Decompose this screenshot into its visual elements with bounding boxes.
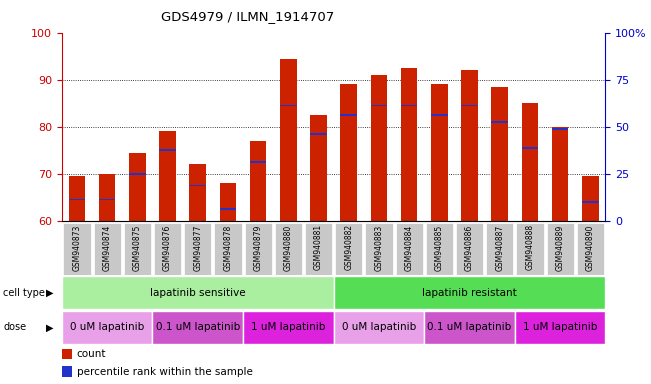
- FancyBboxPatch shape: [547, 223, 574, 275]
- Bar: [521, 147, 538, 149]
- Bar: [431, 114, 448, 116]
- Text: 0.1 uM lapatinib: 0.1 uM lapatinib: [156, 322, 240, 333]
- FancyBboxPatch shape: [456, 223, 483, 275]
- Text: ▶: ▶: [46, 288, 53, 298]
- Text: lapatinib sensitive: lapatinib sensitive: [150, 288, 245, 298]
- Text: GSM940875: GSM940875: [133, 224, 142, 271]
- FancyBboxPatch shape: [63, 223, 90, 275]
- Text: GSM940886: GSM940886: [465, 224, 474, 270]
- FancyBboxPatch shape: [424, 311, 515, 344]
- Bar: [582, 201, 599, 203]
- Bar: [521, 103, 538, 221]
- Bar: [370, 75, 387, 221]
- Text: GSM940879: GSM940879: [254, 224, 262, 271]
- Bar: [99, 174, 115, 221]
- Text: GSM940881: GSM940881: [314, 224, 323, 270]
- Bar: [68, 199, 85, 200]
- Bar: [340, 114, 357, 116]
- Text: GSM940873: GSM940873: [72, 224, 81, 271]
- Text: GSM940877: GSM940877: [193, 224, 202, 271]
- Text: lapatinib resistant: lapatinib resistant: [422, 288, 517, 298]
- Text: cell type: cell type: [3, 288, 45, 298]
- Bar: [159, 131, 176, 221]
- Text: GSM940878: GSM940878: [223, 224, 232, 270]
- FancyBboxPatch shape: [305, 223, 332, 275]
- Text: GSM940889: GSM940889: [556, 224, 564, 270]
- Text: 0.1 uM lapatinib: 0.1 uM lapatinib: [428, 322, 512, 333]
- Bar: [311, 115, 327, 221]
- FancyBboxPatch shape: [426, 223, 453, 275]
- Text: 1 uM lapatinib: 1 uM lapatinib: [251, 322, 326, 333]
- Bar: [280, 58, 297, 221]
- FancyBboxPatch shape: [154, 223, 181, 275]
- Bar: [62, 349, 72, 359]
- FancyBboxPatch shape: [245, 223, 271, 275]
- FancyBboxPatch shape: [577, 223, 604, 275]
- Text: percentile rank within the sample: percentile rank within the sample: [77, 366, 253, 377]
- Bar: [552, 128, 568, 130]
- Bar: [219, 208, 236, 210]
- Bar: [552, 127, 568, 221]
- FancyBboxPatch shape: [62, 276, 333, 309]
- FancyBboxPatch shape: [184, 223, 212, 275]
- Text: GSM940890: GSM940890: [586, 224, 595, 271]
- Bar: [219, 183, 236, 221]
- FancyBboxPatch shape: [62, 311, 152, 344]
- FancyBboxPatch shape: [516, 223, 544, 275]
- Text: GSM940884: GSM940884: [405, 224, 413, 270]
- FancyBboxPatch shape: [243, 311, 333, 344]
- Bar: [189, 164, 206, 221]
- Bar: [280, 105, 297, 106]
- Text: GDS4979 / ILMN_1914707: GDS4979 / ILMN_1914707: [161, 10, 334, 23]
- FancyBboxPatch shape: [124, 223, 151, 275]
- Bar: [311, 133, 327, 135]
- FancyBboxPatch shape: [365, 223, 393, 275]
- Bar: [340, 84, 357, 221]
- Bar: [492, 87, 508, 221]
- Text: GSM940887: GSM940887: [495, 224, 505, 270]
- Bar: [401, 68, 417, 221]
- Text: GSM940882: GSM940882: [344, 224, 353, 270]
- Text: 1 uM lapatinib: 1 uM lapatinib: [523, 322, 598, 333]
- FancyBboxPatch shape: [152, 311, 243, 344]
- Bar: [370, 105, 387, 106]
- Text: GSM940876: GSM940876: [163, 224, 172, 271]
- Text: GSM940883: GSM940883: [374, 224, 383, 270]
- FancyBboxPatch shape: [396, 223, 422, 275]
- Bar: [250, 141, 266, 221]
- Bar: [431, 84, 448, 221]
- Bar: [129, 173, 146, 175]
- FancyBboxPatch shape: [94, 223, 120, 275]
- FancyBboxPatch shape: [275, 223, 302, 275]
- Text: GSM940888: GSM940888: [525, 224, 534, 270]
- Bar: [461, 70, 478, 221]
- Bar: [68, 176, 85, 221]
- Bar: [461, 105, 478, 106]
- Bar: [250, 161, 266, 163]
- Text: GSM940880: GSM940880: [284, 224, 293, 270]
- FancyBboxPatch shape: [333, 276, 605, 309]
- Text: 0 uM lapatinib: 0 uM lapatinib: [342, 322, 416, 333]
- FancyBboxPatch shape: [214, 223, 242, 275]
- Bar: [492, 121, 508, 123]
- FancyBboxPatch shape: [333, 311, 424, 344]
- Bar: [159, 149, 176, 151]
- Text: GSM940885: GSM940885: [435, 224, 444, 270]
- Text: dose: dose: [3, 322, 27, 333]
- Bar: [189, 185, 206, 186]
- Bar: [99, 199, 115, 200]
- Text: ▶: ▶: [46, 322, 53, 333]
- FancyBboxPatch shape: [486, 223, 514, 275]
- Bar: [401, 105, 417, 106]
- FancyBboxPatch shape: [515, 311, 605, 344]
- FancyBboxPatch shape: [335, 223, 363, 275]
- Text: GSM940874: GSM940874: [103, 224, 111, 271]
- Bar: [129, 152, 146, 221]
- Bar: [582, 176, 599, 221]
- Bar: [62, 366, 72, 377]
- Text: count: count: [77, 349, 106, 359]
- Text: 0 uM lapatinib: 0 uM lapatinib: [70, 322, 145, 333]
